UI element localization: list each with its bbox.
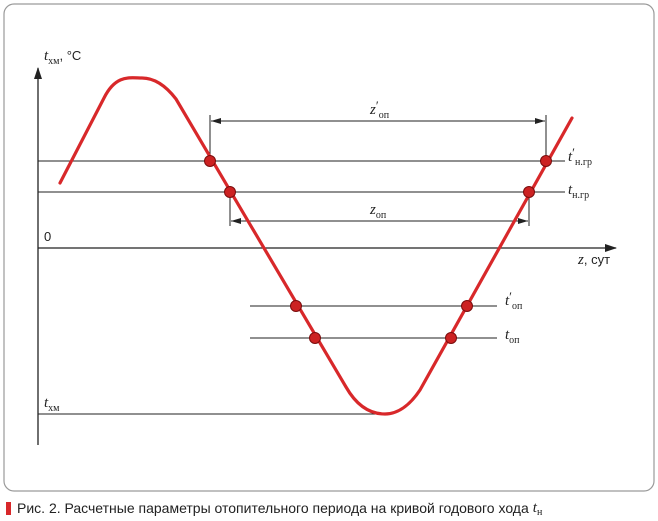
point-t-prime-ngr-right <box>540 155 552 167</box>
point-t-prime-op-left <box>290 300 302 312</box>
level-label-t-ngr: tн.гр <box>568 182 589 201</box>
annual-temperature-curve <box>58 76 574 416</box>
level-label-t-prime-op: t′оп <box>505 289 523 312</box>
point-t-op-right <box>445 332 457 344</box>
figure-frame <box>3 3 655 492</box>
caption-marker <box>6 501 11 515</box>
level-label-t-prime-ngr: t′н.гр <box>568 145 592 168</box>
caption-subscript: н <box>536 506 543 518</box>
span-label-z-op: zоп <box>369 202 387 221</box>
point-t-op-left <box>309 332 321 344</box>
x-axis-label: z, сут <box>577 252 610 268</box>
span-label-z-prime-op: z′оп <box>369 98 390 121</box>
point-t-prime-ngr-left <box>204 155 216 167</box>
point-t-ngr-right <box>523 186 535 198</box>
y-axis-label: tхм, °C <box>44 48 81 67</box>
level-label-t-op: tоп <box>505 327 520 346</box>
intersection-points <box>204 155 552 344</box>
caption-text: Рис. 2. Расчетные параметры отопительног… <box>17 500 529 516</box>
point-t-ngr-left <box>224 186 236 198</box>
origin-label: 0 <box>44 229 51 244</box>
point-t-prime-op-right <box>461 300 473 312</box>
level-label-t-hm: tхм <box>44 395 60 414</box>
figure-caption: Рис. 2. Расчетные параметры отопительног… <box>6 497 652 519</box>
caption-symbol: t <box>532 499 537 516</box>
